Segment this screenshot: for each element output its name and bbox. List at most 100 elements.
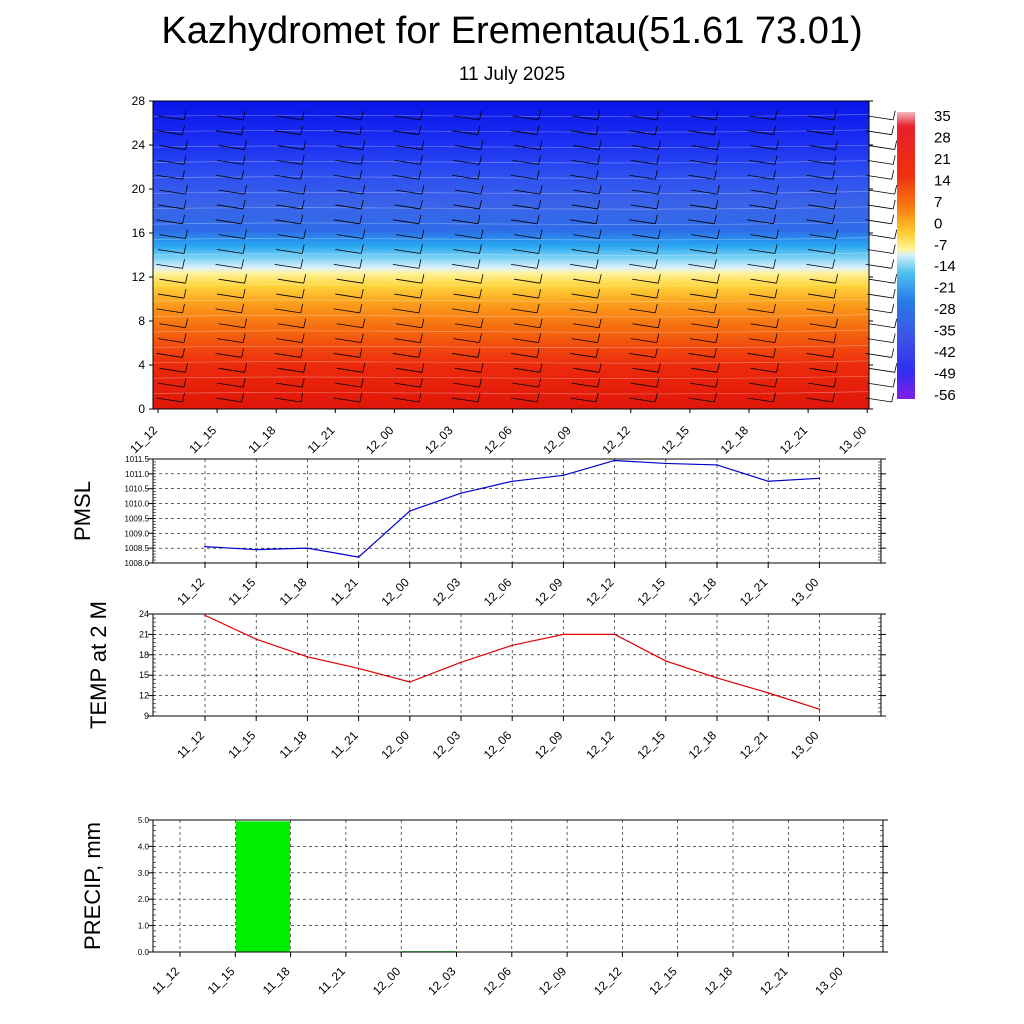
wind-barb-flag xyxy=(656,244,660,254)
wind-barb-flag xyxy=(774,199,778,210)
wind-barb-flag xyxy=(301,199,305,210)
y-tick-label: 1010.5 xyxy=(125,485,150,494)
wind-barb xyxy=(689,160,716,165)
wind-barb xyxy=(454,323,482,329)
wind-barb-flag xyxy=(244,229,247,239)
chart-title: Kazhydromet for Erementau(51.61 73.01) xyxy=(161,10,863,52)
wind-barb xyxy=(215,219,242,225)
y-tick-label: 4 xyxy=(138,358,145,372)
wind-barb xyxy=(691,323,718,329)
x-tick-label: 11_18 xyxy=(260,964,293,997)
y-tick-label: 24 xyxy=(139,609,149,619)
wind-barb xyxy=(453,338,480,343)
wind-barb xyxy=(217,293,244,299)
wind-barb-flag xyxy=(656,333,660,343)
isotherm-line xyxy=(152,345,870,349)
wind-barb xyxy=(392,397,419,403)
wind-barb xyxy=(453,293,480,299)
wind-barb-flag xyxy=(477,303,481,313)
wind-barb-flag xyxy=(538,110,541,120)
wind-barb xyxy=(570,130,597,136)
y-tick-label: 18 xyxy=(139,650,149,660)
data-point xyxy=(306,547,309,549)
wind-barb-flag xyxy=(536,214,540,224)
wind-barb-flag xyxy=(774,155,778,165)
wind-barb-flag xyxy=(241,214,244,224)
wind-barb-flag xyxy=(536,170,540,180)
y-tick-label: 1008.5 xyxy=(125,544,150,553)
wind-barb-flag xyxy=(717,363,720,373)
wind-barb-flag xyxy=(891,259,895,269)
wind-barb xyxy=(274,353,301,358)
wind-barb xyxy=(570,308,597,314)
wind-barb xyxy=(630,115,657,121)
wind-barb-flag xyxy=(182,303,185,313)
wind-barb-flag xyxy=(242,244,246,254)
wind-barb-flag xyxy=(597,244,601,254)
wind-barb xyxy=(806,130,833,136)
x-tick-label: 12_21 xyxy=(777,423,811,457)
data-point xyxy=(460,661,462,664)
wind-barb-flag xyxy=(776,318,779,328)
wind-barb-flag xyxy=(595,348,599,358)
wind-barb-flag xyxy=(892,155,896,165)
wind-barb xyxy=(808,338,835,343)
wind-barb xyxy=(335,204,362,210)
wind-barb-flag xyxy=(656,288,660,299)
wind-barb-flag xyxy=(891,303,895,313)
wind-barb-flag xyxy=(715,155,719,165)
wind-barb xyxy=(806,353,833,358)
isotherm-line xyxy=(152,391,870,395)
wind-barb xyxy=(632,323,659,329)
wind-barb xyxy=(512,293,539,299)
wind-barb-flag xyxy=(833,199,837,210)
wind-barb xyxy=(868,145,895,150)
colorbar-label: -42 xyxy=(934,344,956,361)
wind-barb-flag xyxy=(894,274,898,284)
wind-barb-flag xyxy=(420,333,423,343)
wind-barb-flag xyxy=(301,244,305,254)
wind-barb-flag xyxy=(832,392,835,403)
wind-barb xyxy=(156,219,183,225)
x-tick-label: 12_00 xyxy=(378,728,412,762)
wind-barb xyxy=(333,263,360,269)
isotherm-line xyxy=(152,360,870,364)
wind-barb-flag xyxy=(244,363,247,373)
wind-barb xyxy=(571,249,598,254)
wind-barb xyxy=(748,338,776,343)
wind-barb-flag xyxy=(597,378,601,388)
wind-barb-flag xyxy=(835,185,838,195)
wind-barb-flag xyxy=(833,288,837,299)
x-tick-label: 12_21 xyxy=(737,728,771,762)
wind-barb xyxy=(277,145,304,150)
wind-barb-flag xyxy=(421,185,425,195)
wind-barb-flag xyxy=(891,214,895,224)
wind-barb xyxy=(392,174,419,180)
wind-barb xyxy=(335,338,362,343)
wind-barb-flag xyxy=(717,318,720,328)
wind-barb xyxy=(691,278,718,284)
wind-barb xyxy=(573,234,600,240)
x-tick-label: 12_12 xyxy=(583,728,617,762)
x-tick-label: 11_12 xyxy=(149,964,182,997)
wind-barb xyxy=(570,263,597,269)
wind-barb-flag xyxy=(657,363,661,373)
wind-barb xyxy=(750,189,777,195)
wind-barb-flag xyxy=(539,274,543,284)
wind-barb-flag xyxy=(598,318,602,328)
x-tick-label: 13_00 xyxy=(788,575,822,609)
wind-barb-flag xyxy=(241,303,244,313)
wind-barb xyxy=(808,115,835,121)
wind-barb xyxy=(274,219,301,225)
wind-barb-flag xyxy=(894,363,898,373)
wind-barb-flag xyxy=(539,185,543,195)
wind-barb-flag xyxy=(833,244,837,254)
wind-barb xyxy=(809,367,836,373)
wind-barb xyxy=(276,115,303,121)
panel-frame xyxy=(152,613,882,717)
wind-barb-flag xyxy=(183,333,187,343)
wind-barb-flag xyxy=(418,392,422,403)
wind-barb-flag xyxy=(891,125,895,135)
wind-barb-flag xyxy=(301,288,305,299)
wind-barb xyxy=(867,338,894,343)
